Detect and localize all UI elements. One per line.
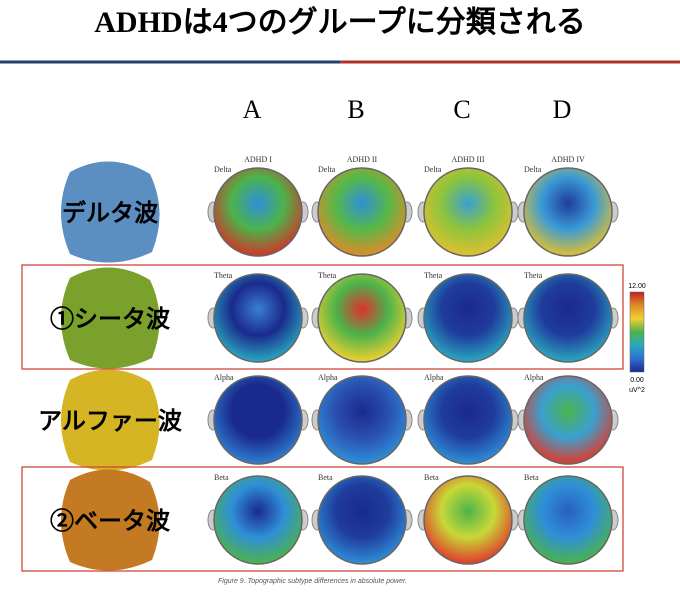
column-header: D (553, 95, 572, 124)
band-label: Alpha (424, 373, 444, 382)
title: ADHDは4つのグループに分類される (94, 6, 586, 39)
row-label: デルタ波 (62, 199, 159, 227)
topo-map (423, 273, 513, 363)
band-label: Theta (524, 271, 543, 280)
row-label: ②ベータ波 (50, 507, 171, 535)
column-header: C (453, 95, 470, 124)
scale-max: 12.00 (628, 283, 646, 290)
topo-map (523, 375, 613, 465)
topo-map (213, 375, 303, 465)
blob (61, 469, 160, 571)
band-label: Delta (424, 165, 442, 174)
highlight-box (21, 466, 624, 572)
topo-map (523, 475, 613, 565)
blob (61, 161, 160, 263)
caption: Figure 9. Topographic subtype difference… (218, 578, 407, 585)
topo-map (317, 375, 407, 465)
highlight-box (21, 264, 624, 370)
topo-map (523, 273, 613, 363)
row-label: ①シータ波 (50, 305, 171, 333)
topo-map (317, 167, 407, 257)
topo-map (213, 167, 303, 257)
topo-map (317, 273, 407, 363)
topo-map (317, 475, 407, 565)
subtype-label: ADHD II (347, 155, 378, 164)
band-label: Beta (318, 473, 333, 482)
band-label: Beta (424, 473, 439, 482)
band-label: Delta (318, 165, 336, 174)
subtype-label: ADHD IV (551, 155, 585, 164)
topo-map (423, 167, 513, 257)
scale-min: 0.00 (630, 377, 644, 384)
color-scale (629, 291, 645, 373)
subtype-label: ADHD I (244, 155, 272, 164)
band-label: Beta (214, 473, 229, 482)
band-label: Alpha (524, 373, 544, 382)
scale-unit: uV^2 (629, 387, 645, 394)
column-header: A (243, 95, 262, 124)
band-label: Delta (524, 165, 542, 174)
topo-map (423, 375, 513, 465)
topo-map (523, 167, 613, 257)
subtype-label: ADHD III (451, 155, 484, 164)
row-label: アルファー波 (38, 408, 183, 435)
band-label: Theta (318, 271, 337, 280)
band-label: Beta (524, 473, 539, 482)
topo-map (423, 475, 513, 565)
column-header: B (347, 95, 364, 124)
band-label: Alpha (318, 373, 338, 382)
blob (61, 369, 160, 471)
topo-map (213, 475, 303, 565)
band-label: Alpha (214, 373, 234, 382)
band-label: Theta (214, 271, 233, 280)
topo-map (213, 273, 303, 363)
blob (61, 267, 160, 369)
band-label: Delta (214, 165, 232, 174)
band-label: Theta (424, 271, 443, 280)
